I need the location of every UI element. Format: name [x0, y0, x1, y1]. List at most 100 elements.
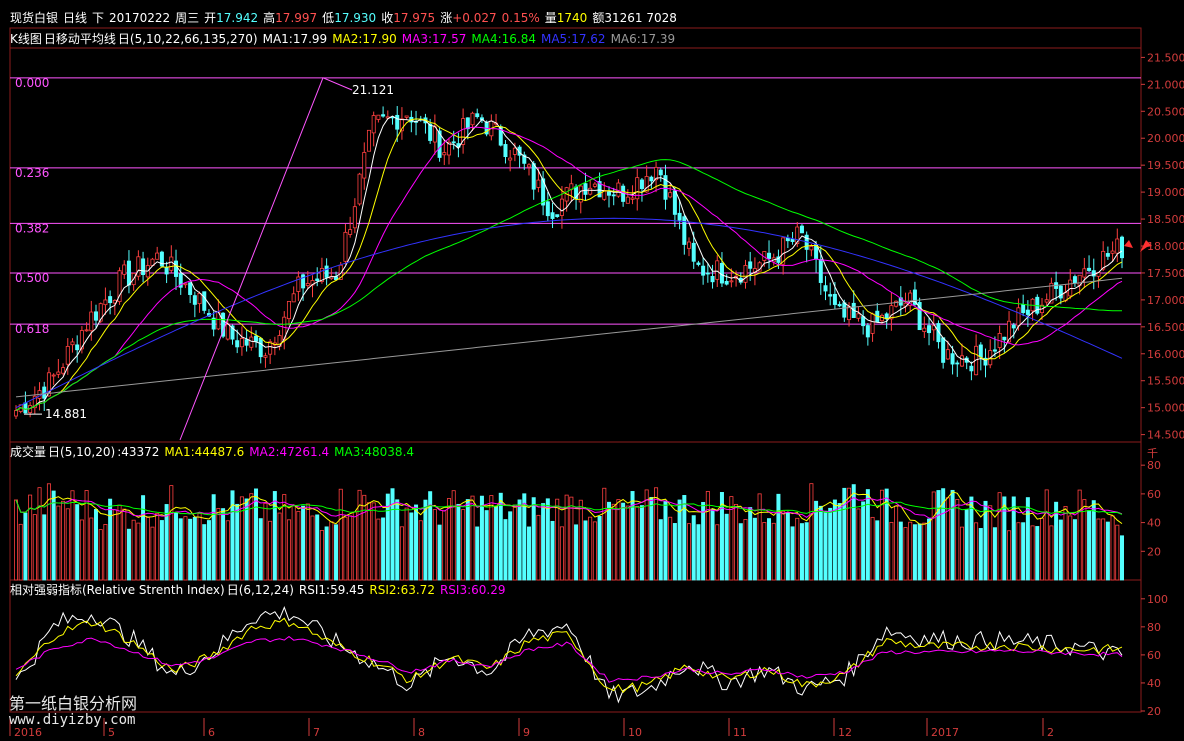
volume-bar: [663, 500, 668, 581]
volume-bar: [37, 487, 42, 581]
volume-bar: [296, 510, 301, 581]
candle-body: [729, 280, 734, 283]
fib-level-label: 0.000: [15, 76, 49, 90]
candle-body: [169, 256, 174, 271]
volume-bar: [917, 523, 922, 581]
rsi-tick-label: 80: [1147, 621, 1161, 634]
volume-bar: [658, 519, 663, 581]
candle-body: [324, 265, 329, 278]
kline-panel-name[interactable]: K线图: [10, 32, 42, 46]
fib-level-label: 0.500: [15, 271, 49, 285]
volume-bar: [23, 512, 28, 581]
volume-bar: [799, 523, 804, 581]
volume-bar: [691, 515, 696, 581]
volume-bar: [376, 518, 381, 581]
candle-body: [352, 206, 357, 229]
candle-body: [945, 349, 950, 360]
rsi-line-3: [15, 635, 1123, 683]
volume-bar: [884, 488, 889, 581]
rsi-tick-label: 40: [1147, 677, 1161, 690]
candle-body: [155, 252, 160, 260]
candle-body: [1025, 309, 1030, 315]
price-tick-label: 15.500: [1147, 375, 1184, 388]
volume-bar: [545, 498, 550, 581]
candle-body: [159, 251, 164, 267]
volume-bar: [602, 487, 607, 581]
candle-body: [221, 312, 226, 337]
volume-bar: [1011, 496, 1016, 581]
watermark-name: 第一纸白银分析网: [9, 694, 138, 713]
volume-bar: [541, 503, 546, 581]
volume-bar: [583, 520, 588, 581]
volume-bar: [526, 526, 531, 581]
volume-bar: [381, 517, 386, 581]
volume-bar: [1087, 510, 1092, 581]
rsi-tick-label: 20: [1147, 705, 1161, 718]
volume-ma-lines: [15, 491, 1123, 525]
candle-body: [1007, 320, 1012, 343]
volume-bar: [192, 516, 197, 581]
candle-body: [526, 164, 531, 168]
volume-bar: [343, 516, 348, 581]
volume-bar: [136, 522, 141, 581]
volume-bar: [221, 508, 226, 581]
volume-bar: [875, 520, 880, 581]
period-label[interactable]: 日线: [63, 11, 88, 25]
candle-body: [122, 264, 127, 275]
candle-body: [583, 183, 588, 195]
ma-line-3: [15, 126, 1123, 412]
candle-body: [663, 175, 668, 200]
candle-body: [225, 324, 230, 340]
candle-body: [376, 114, 381, 120]
candle-body: [395, 114, 400, 130]
candle-body: [84, 329, 89, 332]
volume-bar: [437, 524, 442, 581]
volume-bar: [861, 501, 866, 581]
candle-body: [301, 274, 306, 289]
candle-body: [461, 118, 466, 145]
volume-bar: [268, 520, 273, 581]
volume-bar: [442, 510, 447, 581]
amount-value: 额31261 7028: [592, 11, 677, 25]
candle-body: [654, 166, 659, 181]
volume-bar: [644, 489, 649, 581]
candle-body: [1049, 282, 1054, 304]
volume-bar: [61, 500, 66, 581]
volume-bar: [465, 499, 470, 581]
volume-bar: [522, 493, 527, 581]
candle-body: [126, 260, 131, 286]
price-tick-label: 17.500: [1147, 267, 1184, 280]
volume-bar: [696, 524, 701, 581]
volume-bar: [94, 509, 99, 581]
candle-body: [870, 313, 875, 334]
volume-bar: [517, 499, 522, 581]
volume-bar: [870, 516, 875, 581]
ma-indicator-name[interactable]: 日移动平均线: [43, 32, 116, 46]
moving-average-lines: [15, 115, 1123, 412]
volume-bar: [108, 498, 113, 581]
candle-body: [1091, 270, 1096, 277]
rsi-line-2: [15, 617, 1123, 694]
ma-line-6: [15, 277, 1123, 398]
rsi1-value: RSI1:59.45: [298, 583, 365, 597]
volume-bar: [635, 505, 640, 581]
candle-body: [931, 325, 936, 331]
candle-body: [362, 152, 367, 179]
volume-bar: [682, 495, 687, 581]
fib-level-label: 0.236: [15, 166, 49, 180]
fib-level-label: 0.382: [15, 221, 49, 235]
candle-body: [235, 340, 240, 348]
volume-bar: [818, 505, 823, 581]
volume-bar: [503, 519, 508, 581]
volume-bar: [607, 501, 612, 581]
rsi-panel-name[interactable]: 相对强弱指标(Relative Strenth Index): [10, 583, 225, 597]
candle-body: [89, 311, 94, 332]
symbol-name[interactable]: 现货白银: [10, 11, 59, 25]
volume-bar: [1035, 526, 1040, 581]
volume-bar: [32, 514, 37, 581]
candle-body: [61, 367, 66, 374]
volume-panel-name[interactable]: 成交量: [10, 445, 47, 459]
candle-body: [437, 130, 442, 158]
volume-bar: [743, 519, 748, 581]
